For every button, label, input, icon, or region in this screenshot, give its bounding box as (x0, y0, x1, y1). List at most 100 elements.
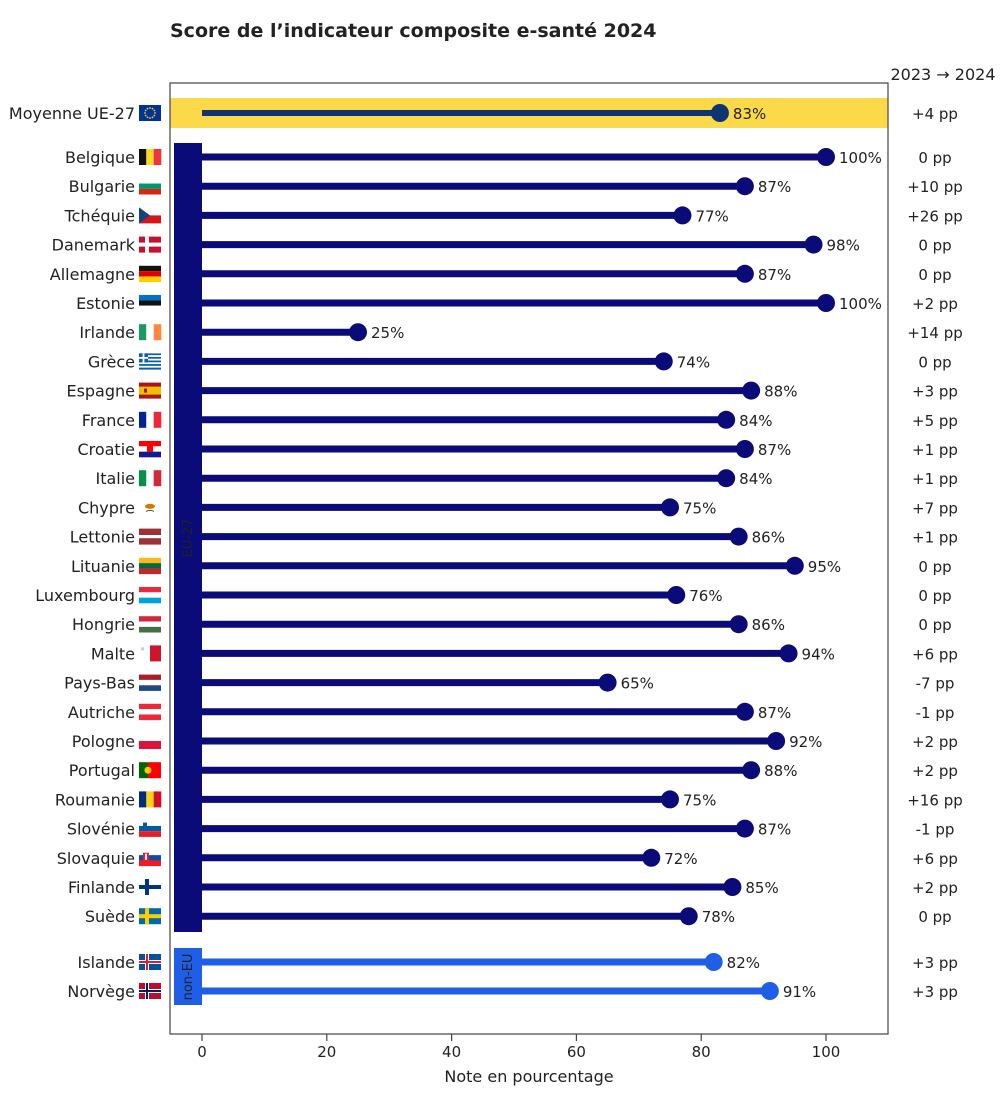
flag-si-icon (139, 820, 161, 837)
noneu-group-label: non-EU (181, 954, 196, 1001)
country-label: Slovénie (67, 820, 135, 839)
country-label: Tchéquie (64, 206, 135, 225)
flag-part (139, 820, 161, 826)
country-label: Estonie (76, 294, 135, 313)
flag-ee-icon (139, 295, 161, 312)
lollipop-dot (710, 104, 729, 122)
country-label: Pays-Bas (64, 674, 135, 693)
change-label: +2 pp (912, 733, 958, 751)
flag-part (139, 265, 161, 272)
change-label: +1 pp (912, 529, 958, 547)
flag-sk-icon (139, 849, 161, 867)
flag-part (139, 855, 161, 861)
lollipop-dot (735, 440, 754, 458)
change-label: +26 pp (907, 207, 962, 225)
flag-part (139, 353, 161, 356)
flag-part (139, 961, 161, 963)
value-label: 95% (808, 558, 841, 576)
country-label: Hongrie (72, 615, 135, 634)
flag-star (144, 114, 147, 117)
flag-star (144, 112, 146, 114)
flag-part (139, 885, 161, 889)
flag-star (146, 116, 149, 119)
flag-hu-icon (139, 616, 161, 633)
lollipop-dot (735, 702, 754, 721)
country-label: Slovaquie (57, 849, 135, 868)
flag-part (139, 685, 161, 691)
flag-star (153, 114, 156, 117)
country-label: Autriche (68, 703, 135, 722)
flag-part (139, 679, 161, 686)
flag-part (146, 149, 154, 165)
flag-fi-icon (139, 879, 161, 895)
flag-star (151, 107, 154, 110)
country-label: Chypre (78, 498, 135, 517)
flag-hr-icon (139, 441, 161, 458)
x-tick-label: 40 (442, 1043, 461, 1061)
country-label: Malte (91, 644, 135, 663)
x-tick-label: 80 (692, 1043, 711, 1061)
country-row: Grèce 74% 0 pp (88, 352, 952, 371)
flag-star (149, 107, 151, 109)
country-row: Croatie 87% +1 pp (77, 440, 958, 459)
country-row: Finlande 85% +2 pp (68, 878, 958, 897)
country-row: Irlande 25% +14 pp (79, 323, 963, 342)
flag-part (139, 242, 161, 247)
lollipop-dot (729, 527, 748, 546)
country-label: Pologne (72, 732, 135, 751)
flag-part (139, 741, 161, 749)
change-label: +14 pp (907, 324, 962, 342)
x-tick-label: 0 (197, 1043, 207, 1061)
country-label: Norvège (67, 982, 135, 1001)
country-row: Danemark 98% 0 pp (52, 235, 952, 255)
change-label: +2 pp (912, 295, 958, 313)
flag-part (139, 645, 150, 662)
change-label: +3 pp (912, 383, 958, 401)
flag-part (139, 825, 161, 832)
change-label: 0 pp (918, 266, 951, 284)
lollipop-dot (661, 790, 679, 809)
change-label: +1 pp (912, 470, 958, 488)
change-label: +4 pp (912, 105, 958, 123)
flag-part (139, 324, 147, 341)
flag-part (139, 733, 161, 741)
country-row: Tchéquie 77% +26 pp (64, 206, 963, 225)
flag-part (139, 207, 161, 216)
lollipop-dot (642, 848, 661, 867)
lollipop-dot (673, 206, 692, 225)
value-label: 88% (764, 762, 797, 780)
value-label: 92% (789, 733, 822, 751)
value-label: 84% (739, 470, 772, 488)
country-row: Pologne 92% +2 pp (72, 732, 958, 751)
flag-part (139, 358, 161, 361)
country-label: Irlande (79, 323, 135, 342)
flag-part (147, 445, 153, 452)
noneu-group-bar (174, 948, 202, 1005)
flag-part (144, 766, 152, 774)
flag-es-icon (139, 382, 161, 399)
flag-part (139, 355, 161, 358)
country-row: Portugal 88% +2 pp (69, 761, 958, 780)
flag-pl-icon (139, 733, 161, 749)
country-label: Espagne (66, 382, 135, 401)
flag-part (139, 386, 161, 395)
flag-part (145, 509, 155, 512)
flag-no-icon (139, 983, 161, 999)
flag-part (146, 791, 154, 808)
country-label: Belgique (65, 148, 135, 167)
change-label: 0 pp (918, 237, 951, 255)
lollipop-dot (735, 264, 754, 283)
flag-part (139, 914, 161, 919)
data-rows: Moyenne UE-27 83% +4 pp Belgique 100% 0 pp Bul… (9, 104, 963, 1001)
flag-part (139, 791, 147, 808)
flag-part (139, 563, 161, 569)
change-header: 2023 → 2024 (890, 65, 995, 84)
country-label: Croatie (77, 440, 135, 459)
change-label: 0 pp (918, 149, 951, 167)
value-label: 72% (664, 850, 697, 868)
flag-part (139, 714, 161, 721)
value-label: 87% (758, 178, 791, 196)
country-row: Pays-Bas 65% -7 pp (64, 673, 954, 693)
country-row: France 84% +5 pp (82, 410, 958, 430)
country-row: Luxembourg 76% 0 pp (35, 586, 952, 605)
